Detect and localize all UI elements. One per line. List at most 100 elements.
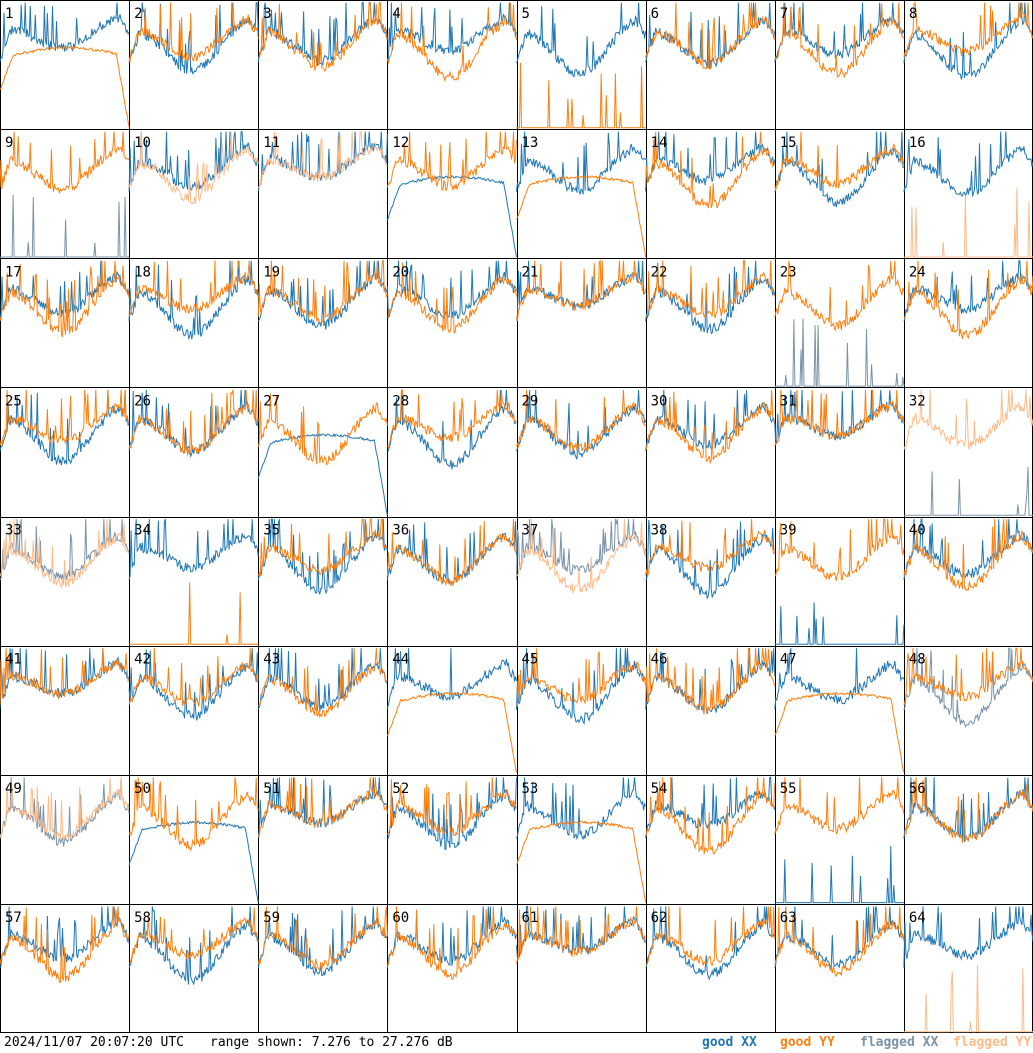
panel-27: 27 <box>257 393 388 516</box>
panel-43-label: 43 <box>263 652 280 668</box>
panel-4-xx-line <box>387 2 517 63</box>
panel-53-xx-line <box>516 777 647 841</box>
panel-27-xx-line <box>257 432 388 516</box>
panel-30-yy-line <box>645 389 776 465</box>
panel-5-yy-line <box>516 62 646 129</box>
panel-19: 19 <box>257 260 388 330</box>
panel-48-label: 48 <box>909 652 926 668</box>
panel-19-label: 19 <box>263 264 280 280</box>
panel-13-label: 13 <box>522 135 539 151</box>
panel-26-xx-line <box>128 389 259 459</box>
panel-20-yy-line <box>387 262 517 334</box>
panel-36: 36 <box>386 519 517 587</box>
panel-36-label: 36 <box>392 523 409 539</box>
panel-9-xx-line <box>0 194 130 258</box>
panel-11: 11 <box>257 131 388 192</box>
panel-2-xx-line <box>128 2 259 75</box>
panel-18-label: 18 <box>134 264 151 280</box>
panel-50: 50 <box>128 777 259 903</box>
panel-18-yy-line <box>128 260 259 317</box>
panel-63: 63 <box>774 906 905 978</box>
panel-6-yy-line <box>645 2 776 70</box>
panel-8-xx-line <box>903 2 1033 80</box>
panel-1-xx-line <box>0 2 130 62</box>
panel-15-xx-line <box>774 131 904 208</box>
panel-9: 9 <box>0 131 130 258</box>
panel-29: 29 <box>516 389 647 460</box>
panel-5-label: 5 <box>522 6 530 22</box>
panel-45: 45 <box>516 648 647 726</box>
panel-34-label: 34 <box>134 523 151 539</box>
panel-48-yy-line <box>903 647 1033 706</box>
panel-3-label: 3 <box>263 6 271 22</box>
panel-12-yy-line <box>386 131 517 192</box>
panel-15-yy-line <box>774 131 905 191</box>
panel-15-label: 15 <box>780 135 797 151</box>
panel-60-yy-line <box>387 906 517 980</box>
panel-55: 55 <box>774 777 905 904</box>
panel-25-label: 25 <box>5 393 22 409</box>
panel-61-yy-line <box>516 906 647 964</box>
legend-good-xx: good XX <box>702 1035 757 1050</box>
panel-44-xx-line <box>386 648 517 709</box>
panel-6-label: 6 <box>651 6 659 22</box>
panel-57: 57 <box>0 906 130 984</box>
panel-38-yy-line <box>645 519 776 577</box>
panel-14-xx-line <box>645 131 776 192</box>
panel-55-yy-line <box>774 777 905 835</box>
panel-40-xx-line <box>903 518 1033 580</box>
panel-3-xx-line <box>257 2 388 67</box>
panel-42-label: 42 <box>134 652 151 668</box>
panel-52-xx-line <box>387 777 517 850</box>
panel-37: 37 <box>516 519 647 595</box>
panel-50-xx-line <box>128 820 259 903</box>
panel-62: 62 <box>645 906 776 981</box>
panel-45-xx-line <box>516 648 647 726</box>
panel-24-xx-line <box>903 260 1033 322</box>
panel-54-xx-line <box>645 776 776 839</box>
panel-13: 13 <box>516 131 647 258</box>
panel-18: 18 <box>128 260 259 341</box>
panel-34: 34 <box>128 518 259 645</box>
panel-2-label: 2 <box>134 6 142 22</box>
panel-9-label: 9 <box>5 135 13 151</box>
panel-26-label: 26 <box>134 393 151 409</box>
panel-19-xx-line <box>257 260 388 330</box>
panel-23: 23 <box>774 260 905 387</box>
panel-58: 58 <box>128 906 259 986</box>
timestamp-label: 2024/11/07 20:07:20 UTC <box>4 1035 185 1050</box>
panel-30-label: 30 <box>651 393 668 409</box>
panel-1: 1 <box>0 2 130 128</box>
panel-56-label: 56 <box>909 781 926 797</box>
panel-42: 42 <box>128 648 259 721</box>
panel-51-yy-line <box>257 777 388 838</box>
panel-57-label: 57 <box>5 910 22 926</box>
panel-37-label: 37 <box>522 523 539 539</box>
panel-18-xx-line <box>128 260 259 341</box>
panel-28-yy-line <box>386 389 517 449</box>
panel-48: 48 <box>903 647 1033 729</box>
panel-31-yy-line <box>774 389 905 446</box>
panel-43: 43 <box>257 648 388 719</box>
panel-56-yy-line <box>903 777 1033 843</box>
panel-54-yy-line <box>645 777 776 855</box>
panel-30: 30 <box>645 389 776 465</box>
panel-32-label: 32 <box>909 393 926 409</box>
panel-24-yy-line <box>903 260 1033 339</box>
panel-3-yy-line <box>258 2 388 73</box>
panel-53-yy-line <box>516 820 647 903</box>
legend-flagged-yy: flagged YY <box>953 1035 1032 1050</box>
panel-57-yy-line <box>0 906 130 984</box>
panel-62-label: 62 <box>651 910 668 926</box>
panel-23-xx-line <box>774 318 905 387</box>
panel-62-yy-line <box>645 906 776 967</box>
panel-46-label: 46 <box>651 652 668 668</box>
panel-50-yy-line <box>128 777 259 852</box>
panel-8: 8 <box>903 1 1033 80</box>
panel-34-yy-line <box>129 582 259 645</box>
panel-47: 47 <box>774 648 905 773</box>
panel-48-xx-line <box>903 647 1033 729</box>
panel-60-label: 60 <box>392 910 409 926</box>
panel-17-label: 17 <box>5 264 22 280</box>
